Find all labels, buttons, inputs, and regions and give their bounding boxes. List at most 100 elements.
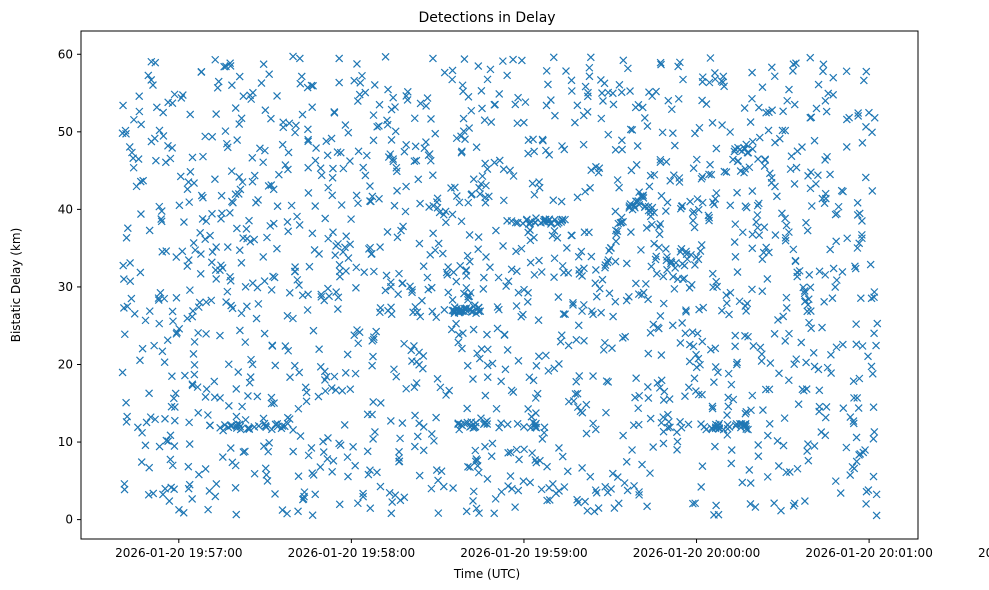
data-point <box>809 348 818 357</box>
data-point <box>308 511 317 520</box>
data-point <box>155 126 164 135</box>
data-point <box>512 302 521 310</box>
data-point <box>870 428 879 436</box>
data-point <box>323 455 332 463</box>
data-point <box>736 419 744 428</box>
data-point <box>800 289 809 298</box>
data-point <box>802 358 811 367</box>
data-point <box>248 153 257 162</box>
data-point <box>469 175 478 184</box>
data-point <box>853 210 862 219</box>
data-point <box>158 490 167 499</box>
data-point <box>263 233 271 242</box>
data-point <box>867 362 876 371</box>
data-point <box>872 511 881 520</box>
data-point <box>519 422 528 431</box>
data-point <box>239 448 248 456</box>
data-point <box>481 442 489 451</box>
data-point <box>707 170 716 179</box>
data-point <box>859 76 868 85</box>
data-point <box>166 431 175 440</box>
data-point <box>542 101 551 110</box>
data-point <box>162 436 171 445</box>
data-point <box>231 483 240 492</box>
data-point <box>462 507 471 516</box>
data-point <box>359 489 367 498</box>
data-point <box>634 404 643 413</box>
data-point <box>710 68 719 77</box>
data-point <box>327 384 336 393</box>
data-point <box>415 419 424 428</box>
data-point <box>442 268 451 277</box>
data-point <box>670 284 679 293</box>
x-axis-label: Time (UTC) <box>453 567 520 581</box>
data-point <box>220 62 229 71</box>
data-point <box>619 56 628 65</box>
data-point <box>663 410 672 419</box>
data-point <box>387 310 396 319</box>
data-point <box>226 421 235 430</box>
data-point <box>154 294 163 303</box>
data-point <box>556 337 565 346</box>
data-point <box>851 262 859 271</box>
data-point <box>234 368 243 376</box>
data-point <box>643 383 652 391</box>
y-tick-label: 30 <box>58 280 73 294</box>
data-point <box>585 63 594 72</box>
data-point <box>573 495 582 504</box>
data-point <box>789 501 798 510</box>
data-point <box>136 177 145 186</box>
data-point <box>303 125 312 134</box>
data-point <box>698 390 706 399</box>
data-point <box>869 472 878 481</box>
data-point <box>157 217 166 226</box>
data-point <box>797 338 806 347</box>
data-point <box>298 110 307 119</box>
data-point <box>308 103 317 112</box>
data-point <box>530 218 539 227</box>
data-point <box>267 399 276 408</box>
data-point <box>298 291 307 300</box>
data-point <box>503 420 512 429</box>
data-point <box>458 81 467 90</box>
data-point <box>868 128 876 137</box>
data-point <box>515 455 523 464</box>
data-point <box>225 208 234 217</box>
data-point <box>761 155 770 164</box>
data-point <box>753 201 762 210</box>
data-point <box>722 299 731 308</box>
data-point <box>558 142 566 150</box>
data-point <box>308 469 317 478</box>
data-point <box>490 158 499 167</box>
data-point <box>733 268 742 277</box>
data-point <box>726 128 735 136</box>
data-point <box>332 288 341 297</box>
data-point <box>208 248 217 256</box>
data-point <box>227 81 236 90</box>
data-point <box>514 356 523 365</box>
data-point <box>624 292 633 301</box>
data-point <box>364 244 373 253</box>
data-point <box>213 83 222 92</box>
data-point <box>667 105 676 114</box>
data-point <box>173 328 181 337</box>
data-point <box>793 272 802 281</box>
data-point <box>396 496 405 505</box>
data-point <box>646 328 655 337</box>
data-point <box>196 250 205 258</box>
data-point <box>335 54 344 63</box>
data-point <box>409 342 418 350</box>
data-point <box>815 386 824 395</box>
data-point <box>654 223 663 231</box>
data-point <box>413 432 422 441</box>
data-point <box>201 464 210 473</box>
data-point <box>195 298 204 307</box>
data-point <box>784 376 793 385</box>
data-point <box>244 392 252 400</box>
data-point <box>407 346 416 355</box>
data-point <box>783 96 792 105</box>
data-point <box>205 487 214 495</box>
data-point <box>186 110 195 119</box>
data-point <box>506 472 515 480</box>
data-point <box>278 140 287 149</box>
